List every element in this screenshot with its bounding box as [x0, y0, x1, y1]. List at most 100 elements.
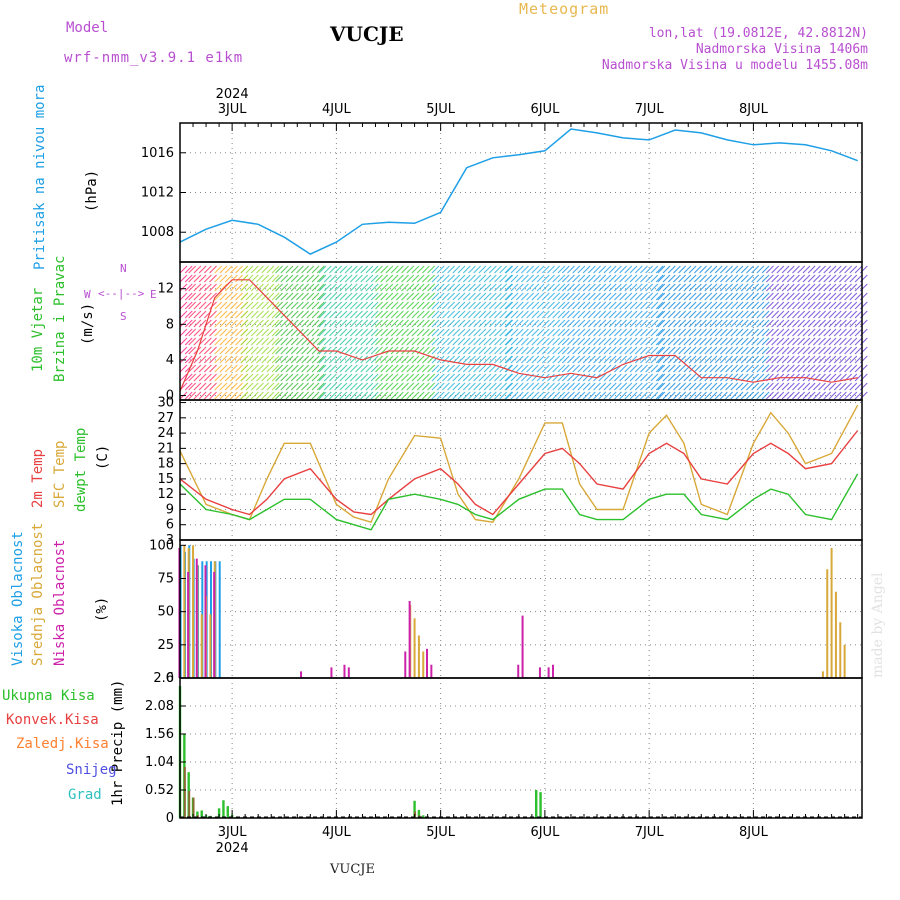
wind-barb [761, 274, 770, 283]
wind-barb [436, 337, 445, 346]
wind-barb [256, 283, 264, 292]
wind-barb [751, 346, 760, 355]
wind-barb [683, 355, 692, 364]
wind-barb [786, 265, 795, 274]
wind-barb [547, 328, 555, 337]
wind-barb [431, 337, 440, 346]
wind-barb [311, 292, 320, 301]
wind-barb [250, 364, 259, 373]
wind-barb [240, 391, 249, 400]
wind-barb [370, 328, 379, 337]
wind-barb [390, 292, 399, 301]
wind-barb [436, 373, 445, 382]
wind-barb [219, 274, 228, 283]
wind-barb [214, 319, 223, 328]
day-label-bottom: 5JUL [426, 825, 456, 840]
wind-barb [365, 364, 374, 373]
wind-barb [245, 310, 254, 319]
wind-barb [483, 346, 492, 355]
wind-barb [572, 346, 581, 355]
wind-barb [515, 274, 524, 283]
wind-barb [746, 346, 754, 355]
wind-barb [198, 373, 207, 382]
wind-barb [657, 346, 666, 355]
wind-barb [531, 319, 540, 328]
wind-barb [416, 337, 425, 346]
wind-barb [645, 346, 654, 355]
wind-barb [557, 373, 566, 382]
wind-barb [510, 328, 519, 337]
wind-barb [198, 355, 207, 364]
wind-barb [536, 265, 545, 274]
wind-barb [266, 328, 275, 337]
wind-barb [577, 310, 586, 319]
wind-barb [673, 265, 681, 274]
wind-barb [473, 283, 482, 292]
wind-barb [557, 328, 566, 337]
wind-barb [746, 337, 754, 346]
wind-barb [355, 283, 363, 292]
wind-barb [504, 319, 513, 328]
wind-barb [735, 274, 744, 283]
wind-barb [311, 283, 320, 292]
wind-barb [849, 355, 858, 364]
wind-barb [280, 274, 289, 283]
wind-barb [557, 346, 566, 355]
wind-barb [301, 373, 310, 382]
wind-barb [751, 265, 760, 274]
wind-barb [219, 265, 228, 274]
wind-barb [447, 292, 455, 301]
wind-barb [818, 346, 826, 355]
wind-barb [572, 391, 581, 400]
wind-barb [640, 355, 648, 364]
wind-barb [494, 292, 502, 301]
wind-barb [499, 391, 508, 400]
wind-barb [823, 274, 832, 283]
wind-barb [740, 355, 749, 364]
wind-barb [587, 373, 596, 382]
wind-barb [441, 310, 450, 319]
wind-barb [250, 373, 259, 382]
wind-barb [375, 292, 383, 301]
wind-barb [261, 355, 270, 364]
wind-barb [224, 346, 233, 355]
wind-barb [488, 283, 497, 292]
wind-barb [629, 319, 638, 328]
wind-barb [416, 301, 425, 310]
wind-barb [462, 382, 471, 391]
wind-barb [306, 382, 315, 391]
wind-barb [807, 337, 816, 346]
wind-barb [634, 310, 643, 319]
wind-barb [541, 319, 550, 328]
y-tick-label: 2.08 [145, 699, 174, 714]
wind-barb [657, 355, 666, 364]
wind-barb [823, 391, 832, 400]
wind-barb [531, 328, 540, 337]
wind-barb [380, 355, 389, 364]
wind-barb [640, 292, 648, 301]
wind-barb [657, 391, 666, 400]
wind-barb [603, 265, 612, 274]
wind-barb [505, 382, 514, 391]
wind-barb [756, 292, 765, 301]
wind-barb [411, 337, 420, 346]
wind-barb [301, 382, 310, 391]
wind-barb [198, 274, 207, 283]
wind-barb [285, 391, 294, 400]
wind-barb [339, 274, 348, 283]
wind-barb [395, 373, 404, 382]
wind-barb [725, 274, 733, 283]
wind-barb [256, 373, 264, 382]
wind-barb [634, 391, 643, 400]
wind-barb [797, 301, 806, 310]
wind-barb [198, 382, 207, 391]
wind-barb [776, 283, 785, 292]
wind-barb [365, 328, 374, 337]
wind-barb [673, 292, 681, 301]
wind-barb [650, 265, 659, 274]
wind-barb [678, 346, 687, 355]
wind-barb [285, 382, 294, 391]
wind-barb [311, 346, 320, 355]
wind-barb [370, 337, 379, 346]
wind-barb [797, 265, 806, 274]
